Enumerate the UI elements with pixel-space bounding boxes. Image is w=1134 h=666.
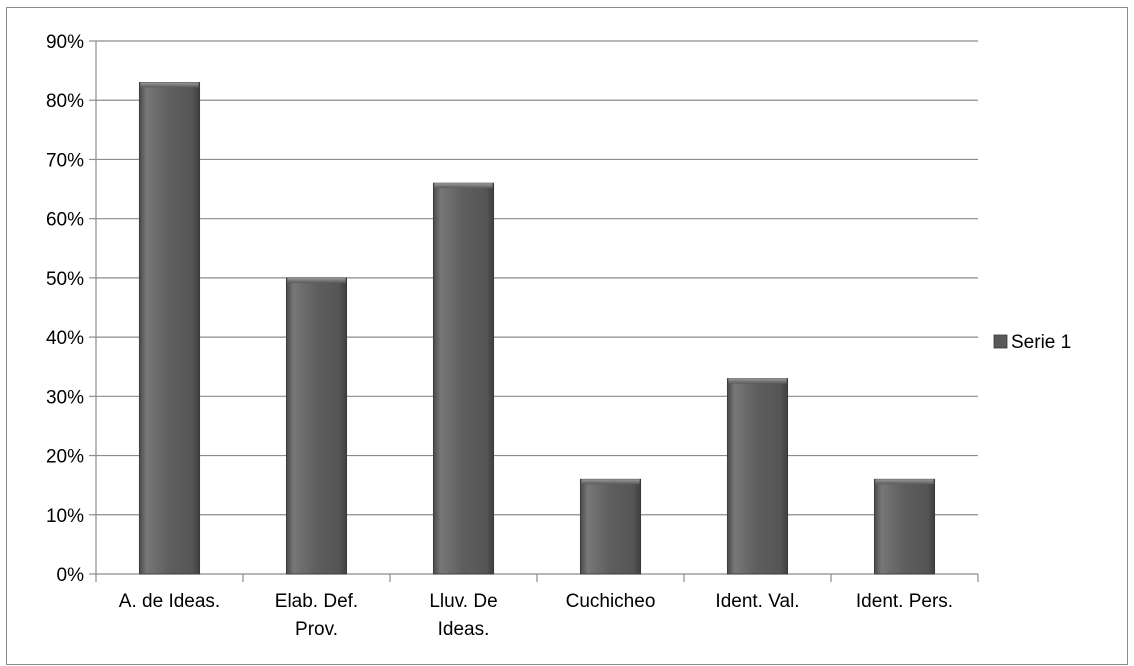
bars: [138, 82, 936, 575]
bar-cap: [581, 479, 640, 485]
y-tick-label: 50%: [46, 269, 84, 290]
bar: [579, 478, 642, 575]
y-tick-label: 20%: [46, 447, 84, 468]
y-tick-label: 30%: [46, 387, 84, 408]
bar-cap: [875, 479, 934, 485]
bar-body: [432, 182, 495, 575]
y-tick-label: 80%: [46, 91, 84, 112]
x-category-label: A. de Ideas.: [119, 591, 220, 612]
bar-cap: [140, 82, 199, 88]
x-category-label: Lluv. De: [429, 591, 497, 612]
bar-body: [138, 82, 201, 575]
x-category-label: Cuchicheo: [566, 591, 656, 612]
bar: [138, 82, 201, 575]
bar-cap: [287, 277, 346, 283]
axes: [89, 40, 979, 582]
labels: 0% 10% 20% 30% 40% 50% 60% 70% 80% 90% A. de Ideas…: [46, 32, 953, 640]
bar-cap: [728, 378, 787, 384]
y-tick-label: 70%: [46, 150, 84, 171]
bar-body: [726, 378, 789, 575]
x-category-label: Ident. Pers.: [856, 591, 953, 612]
bar-body: [579, 478, 642, 575]
x-category-label: Ideas.: [438, 619, 490, 640]
legend-item: Serie 1: [993, 332, 1071, 353]
x-category-label: Ident. Val.: [715, 591, 799, 612]
y-tick-label: 60%: [46, 210, 84, 231]
y-tick-label: 0%: [57, 565, 85, 586]
bar-body: [873, 478, 936, 575]
bar: [285, 277, 348, 575]
bar: [873, 478, 936, 575]
x-category-label: Elab. Def.: [275, 591, 358, 612]
y-tick-label: 90%: [46, 32, 84, 53]
bar-body: [285, 277, 348, 575]
legend-swatch: [993, 334, 1008, 349]
x-category-label: Prov.: [295, 619, 338, 640]
bar-cap: [434, 183, 493, 189]
gridlines: [96, 40, 978, 516]
bar: [432, 182, 495, 575]
legend-label: Serie 1: [1011, 332, 1071, 353]
legend: Serie 1: [993, 332, 1071, 353]
y-tick-label: 10%: [46, 506, 84, 527]
y-tick-label: 40%: [46, 328, 84, 349]
bar: [726, 378, 789, 575]
